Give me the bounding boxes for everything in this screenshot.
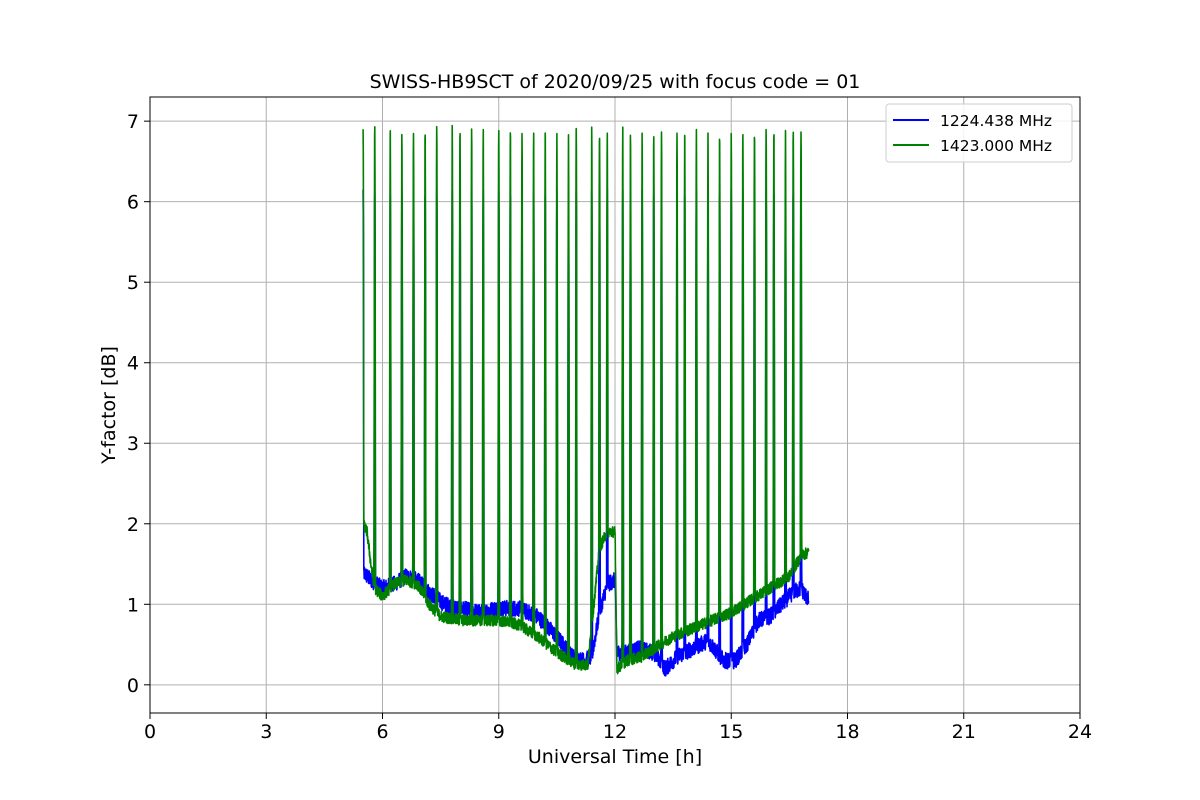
legend-box: [885, 103, 1073, 163]
x-tick-label: 24: [1068, 721, 1092, 743]
legend-label: 1423.000 MHz: [940, 137, 1052, 155]
grid: [149, 97, 1081, 713]
x-tick-label: 9: [493, 721, 505, 743]
x-tick-label: 0: [144, 721, 156, 743]
y-tick-label: 2: [127, 514, 139, 536]
y-tick-label: 6: [127, 192, 139, 214]
legend: 1224.438 MHz 1423.000 MHz: [885, 103, 1073, 163]
x-tick-label: 15: [719, 721, 743, 743]
x-tick-label: 21: [952, 721, 976, 743]
x-axis-label: Universal Time [h]: [528, 746, 702, 768]
x-tick-label: 6: [376, 721, 388, 743]
x-tick-label: 18: [835, 721, 859, 743]
y-tick-label: 7: [127, 111, 139, 133]
x-tick-label: 12: [603, 721, 627, 743]
x-tick-label: 3: [260, 721, 272, 743]
legend-label: 1224.438 MHz: [940, 112, 1052, 130]
y-tick-label: 3: [127, 433, 139, 455]
y-tick-label: 4: [127, 353, 139, 375]
series-line-1: [362, 124, 810, 675]
y-axis-label: Y-factor [dB]: [98, 346, 120, 465]
chart-title: SWISS-HB9SCT of 2020/09/25 with focus co…: [370, 71, 861, 93]
y-tick-label: 0: [127, 675, 139, 697]
series-layer: [362, 124, 810, 677]
y-tick-label: 1: [127, 594, 139, 616]
y-tick-label: 5: [127, 272, 139, 294]
